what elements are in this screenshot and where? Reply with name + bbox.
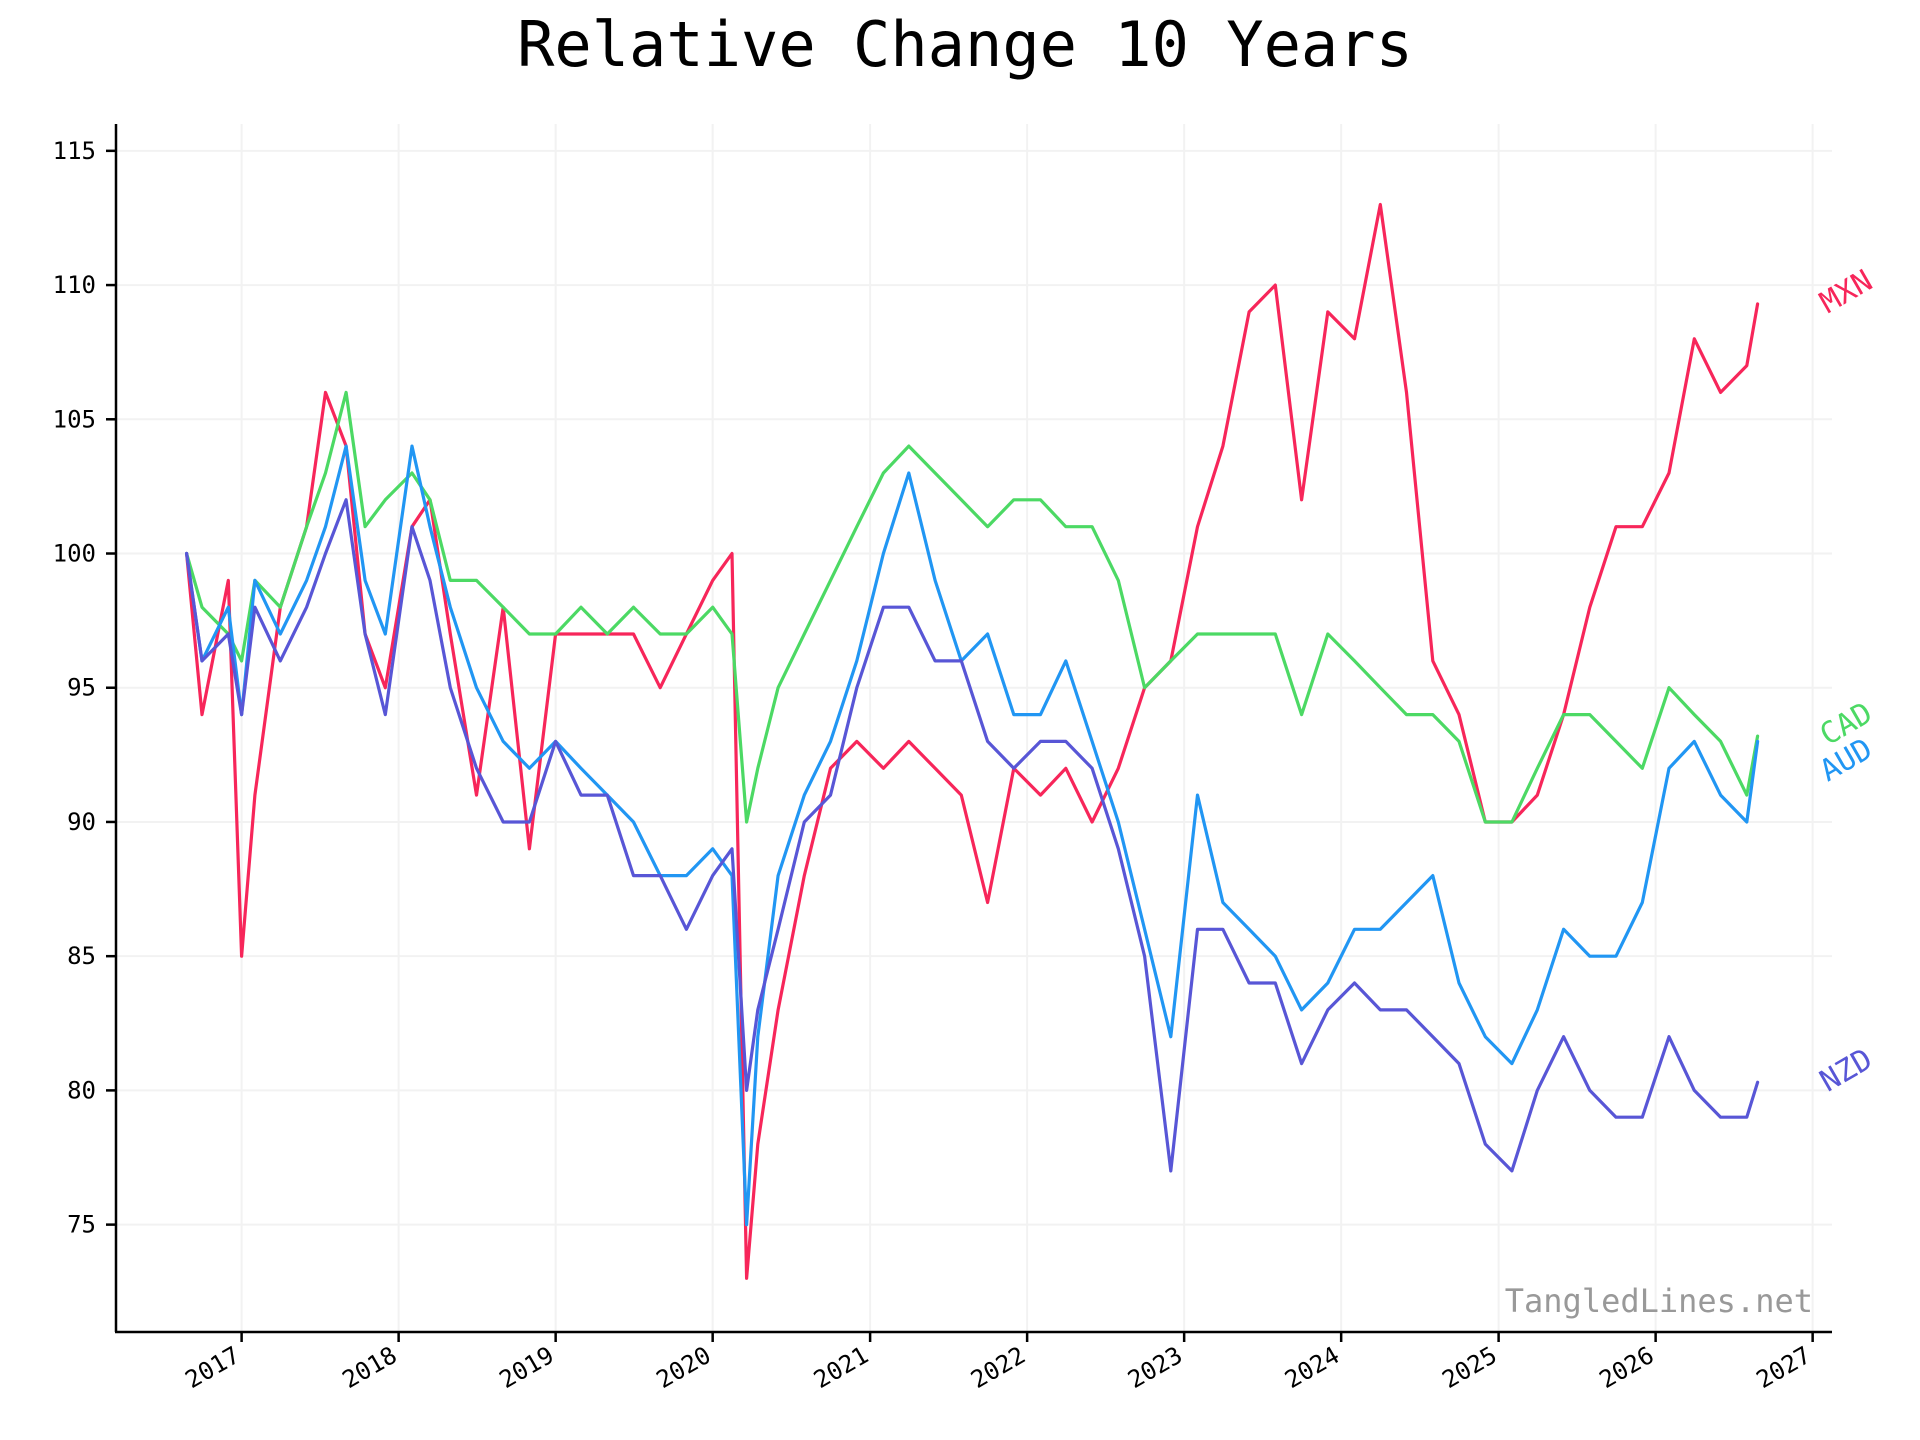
y-tick-label: 110 (53, 271, 96, 299)
axes (114, 124, 1832, 1334)
x-tick-label: 2021 (809, 1341, 873, 1394)
y-tick-label: 75 (67, 1211, 96, 1239)
x-tick-label: 2019 (495, 1341, 559, 1394)
x-axis-ticks: 2017 2018 2019 2020 2021 2022 2023 2024 2025 2026… (181, 1332, 1816, 1394)
y-tick-label: 90 (67, 808, 96, 836)
x-tick-label: 2020 (652, 1341, 716, 1394)
series-line-aud (185, 444, 1760, 1227)
x-tick-label: 2023 (1123, 1341, 1187, 1394)
plot-area (185, 202, 1760, 1280)
x-tick-label: 2024 (1280, 1341, 1344, 1394)
y-tick-label: 100 (53, 540, 96, 568)
x-tick-label: 2026 (1595, 1341, 1659, 1394)
y-tick-label: 85 (67, 942, 96, 970)
x-tick-label: 2025 (1438, 1341, 1502, 1394)
watermark: TangledLines.net (1505, 1282, 1813, 1320)
x-tick-label: 2017 (181, 1341, 245, 1394)
y-axis-ticks: 75 80 85 90 95 100 105 110 115 (53, 137, 116, 1239)
series-line-nzd (185, 498, 1760, 1173)
y-tick-label: 95 (67, 674, 96, 702)
y-tick-label: 80 (67, 1076, 96, 1104)
series-line-cad (185, 390, 1760, 824)
x-tick-label: 2027 (1752, 1341, 1816, 1394)
y-tick-label: 105 (53, 405, 96, 433)
grid (116, 124, 1832, 1332)
x-tick-label: 2018 (338, 1341, 402, 1394)
series-label-mxn: MXN (1814, 263, 1878, 320)
series-line-mxn (185, 202, 1760, 1280)
chart-title: Relative Change 10 Years (517, 8, 1413, 81)
y-tick-label: 115 (53, 137, 96, 165)
x-tick-label: 2022 (966, 1341, 1030, 1394)
